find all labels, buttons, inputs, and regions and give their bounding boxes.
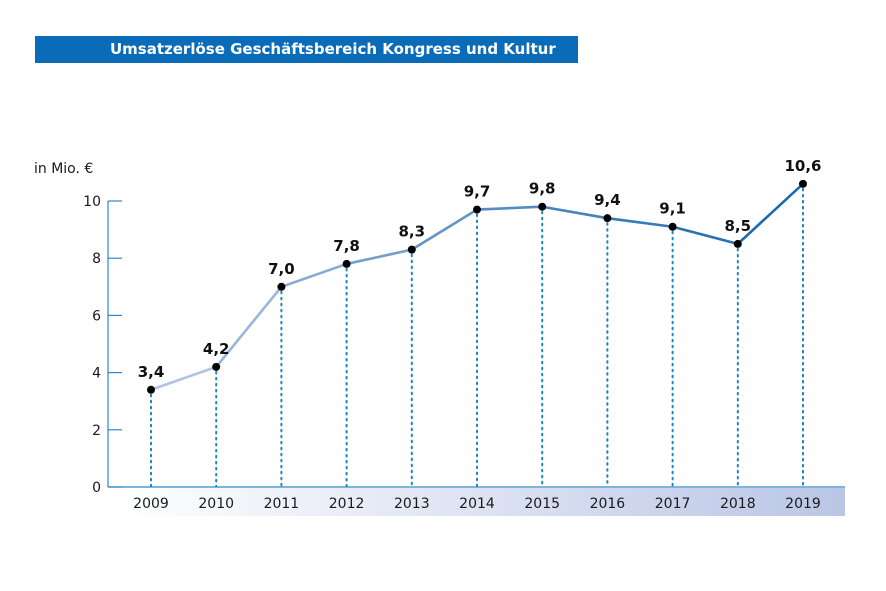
series-line (149, 182, 805, 392)
x-tick-label: 2014 (459, 496, 495, 512)
data-point (799, 179, 807, 188)
series-line-segment (736, 182, 805, 246)
x-tick-label: 2019 (785, 496, 821, 512)
series-line-segment (606, 216, 674, 229)
data-point (342, 259, 351, 268)
y-axis-unit-label: in Mio. € (34, 161, 93, 177)
data-point (668, 222, 677, 231)
data-point (147, 385, 155, 394)
data-points (147, 179, 807, 394)
y-tick-label: 10 (83, 194, 101, 210)
data-label: 9,1 (659, 200, 686, 218)
series-line-segment (475, 205, 544, 211)
data-label: 9,8 (529, 180, 556, 198)
data-point (473, 205, 481, 214)
data-point (212, 362, 221, 371)
series-line-segment (280, 262, 348, 289)
chart-title: Umsatzerlöse Geschäftsbereich Kongress u… (35, 36, 578, 63)
data-point (407, 245, 416, 254)
x-axis-labels: 2009 2010 2011 2012 2013 2014 2015 2016 2017 2018… (133, 496, 821, 512)
x-tick-label: 2016 (590, 496, 626, 512)
series-line-segment (149, 365, 218, 392)
x-tick-label: 2015 (524, 496, 560, 512)
data-label: 4,2 (203, 340, 230, 358)
data-label: 9,4 (594, 191, 621, 209)
series-line-segment (345, 248, 414, 266)
data-point (733, 239, 742, 248)
data-label: 8,3 (399, 223, 426, 241)
x-tick-label: 2017 (655, 496, 691, 512)
data-label: 7,8 (333, 237, 360, 255)
series-line-segment (214, 285, 283, 369)
data-label: 8,5 (725, 217, 752, 235)
data-label: 10,6 (784, 157, 821, 175)
y-tick-label: 6 (92, 308, 101, 324)
data-point (538, 202, 547, 211)
y-tick-label: 8 (92, 251, 101, 267)
data-point (277, 282, 286, 291)
y-tick-label: 4 (92, 366, 101, 382)
x-tick-label: 2009 (133, 496, 169, 512)
y-ticks: 0 2 4 6 8 10 (83, 194, 122, 496)
x-tick-label: 2013 (394, 496, 430, 512)
x-axis-band (116, 488, 845, 516)
x-tick-label: 2011 (264, 496, 300, 512)
x-tick-label: 2010 (198, 496, 234, 512)
y-tick-label: 0 (92, 480, 101, 496)
data-label: 7,0 (268, 260, 295, 278)
series-line-segment (410, 208, 479, 251)
data-label: 3,4 (138, 363, 165, 381)
drop-lines (150, 187, 804, 487)
series-line-segment (671, 225, 740, 246)
data-labels: 3,4 4,2 7,0 7,8 8,3 9,7 9,8 9,4 9,1 8,5 10,6 (138, 157, 822, 381)
x-tick-label: 2012 (329, 496, 365, 512)
data-point (603, 214, 612, 223)
series-line-segment (540, 205, 609, 220)
y-tick-label: 2 (92, 423, 101, 439)
x-tick-label: 2018 (720, 496, 756, 512)
data-label: 9,7 (464, 183, 491, 201)
